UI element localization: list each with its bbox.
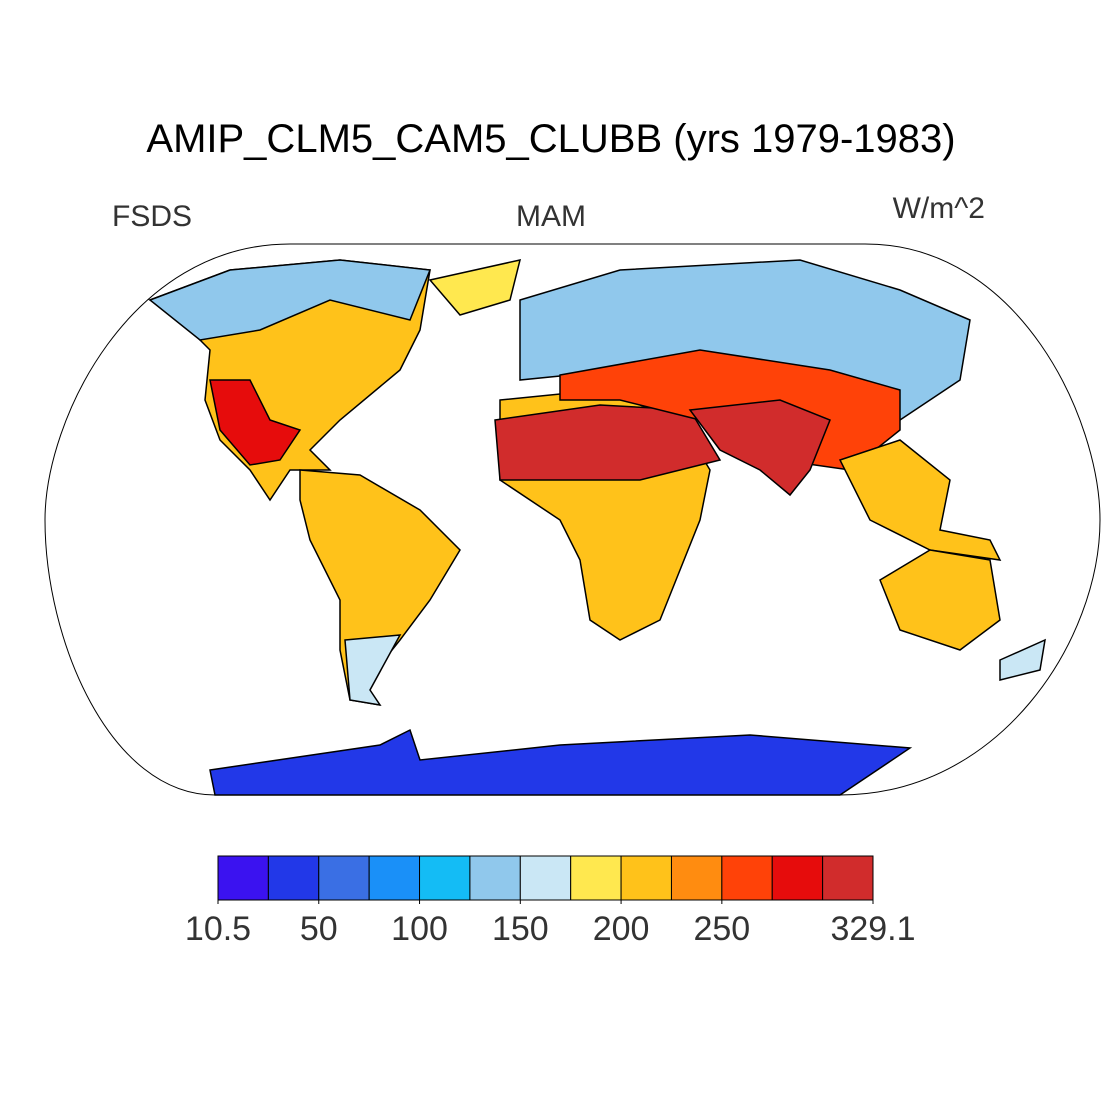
season-label: MAM <box>516 200 586 233</box>
colorbar-box <box>822 855 874 901</box>
colorbar-box <box>318 855 370 901</box>
variable-label: FSDS <box>112 200 192 233</box>
colorbar-box <box>721 855 773 901</box>
australia <box>879 549 1001 651</box>
colorbar-box <box>771 855 824 901</box>
map <box>44 243 1101 796</box>
mexico <box>209 379 302 466</box>
antarctica <box>209 728 913 796</box>
colorbar: 10.5 50 100 150 200 250 329.1 <box>185 855 916 948</box>
new-zealand <box>999 638 1046 681</box>
canada <box>148 259 432 341</box>
greenland <box>428 259 522 316</box>
colorbar-tick-label: 10.5 <box>185 910 251 948</box>
title: AMIP_CLM5_CAM5_CLUBB (yrs 1979-1983) <box>146 117 955 161</box>
patagonia <box>344 634 402 707</box>
india-arabia <box>688 399 831 497</box>
colorbar-tick-label: 50 <box>300 910 338 948</box>
colorbar-box <box>519 855 572 901</box>
colorbar-tick-label: 200 <box>593 910 650 948</box>
units-label: W/m^2 <box>893 192 985 225</box>
colorbar-box <box>620 855 672 901</box>
colorbar-box <box>217 855 269 901</box>
colorbar-tick-label: 329.1 <box>830 910 915 948</box>
colorbar-tick-label: 150 <box>492 910 549 948</box>
colorbar-box <box>267 855 320 901</box>
colorbar-box <box>368 855 421 901</box>
colorbar-box <box>670 855 723 901</box>
colorbar-tick-label: 250 <box>693 910 750 948</box>
colorbar-box <box>570 855 622 901</box>
colorbar-box <box>469 855 521 901</box>
southeast-asia <box>838 439 1002 561</box>
colorbar-tick-label: 100 <box>391 910 448 948</box>
colorbar-box <box>419 855 471 901</box>
sahara <box>494 404 722 481</box>
